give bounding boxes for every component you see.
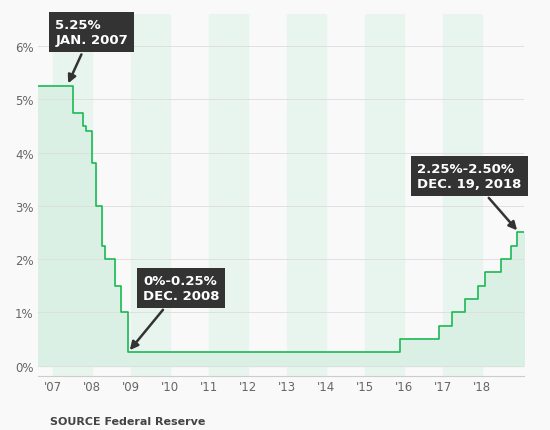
Text: 5.25%
JAN. 2007: 5.25% JAN. 2007 [56, 19, 128, 82]
Text: 0%-0.25%
DEC. 2008: 0%-0.25% DEC. 2008 [131, 274, 219, 348]
Text: 2.25%-2.50%
DEC. 19, 2018: 2.25%-2.50% DEC. 19, 2018 [417, 163, 522, 229]
Bar [287, 15, 326, 376]
Bar [53, 15, 92, 376]
Bar [365, 15, 404, 376]
Text: SOURCE Federal Reserve: SOURCE Federal Reserve [50, 416, 205, 426]
Bar [131, 15, 170, 376]
Bar [443, 15, 482, 376]
Bar [209, 15, 248, 376]
